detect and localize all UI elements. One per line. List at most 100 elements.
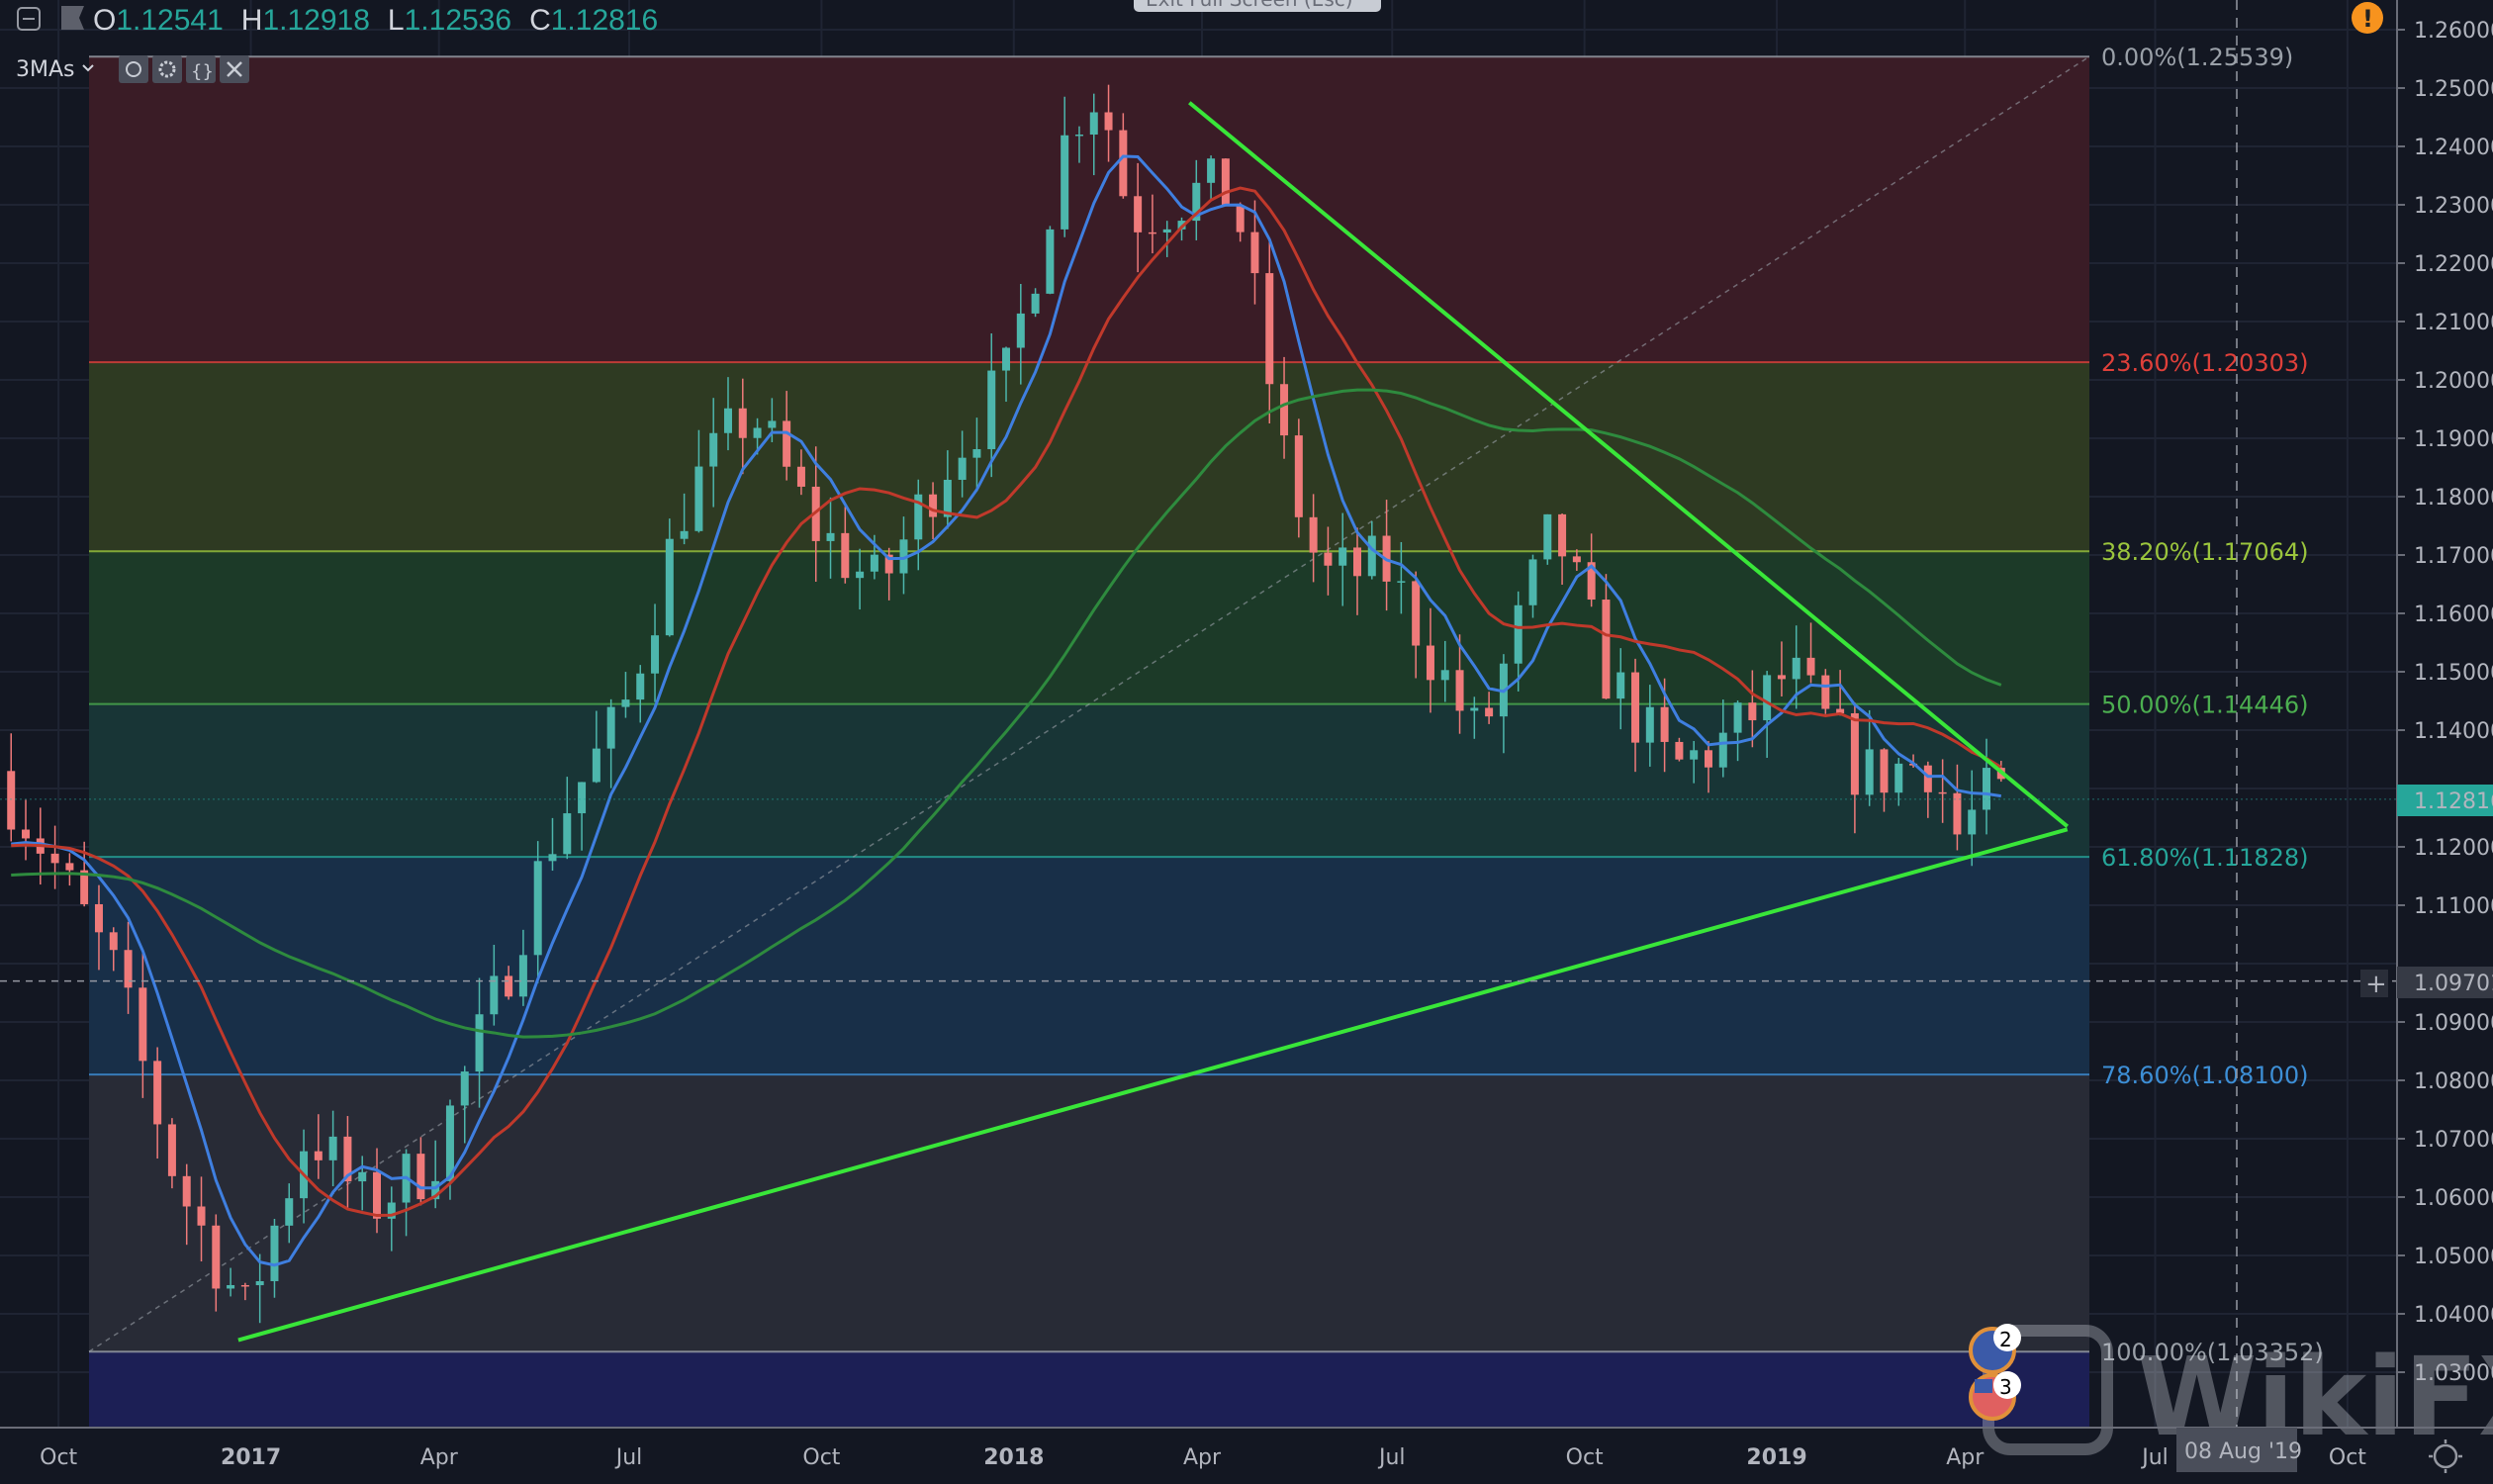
candle-body [1470,707,1479,711]
candle-body [1250,232,1259,274]
candle-body [1572,556,1581,563]
candle-body [1923,765,1932,792]
candle-body [1148,232,1156,234]
economic-event-eu[interactable]: 2 [1969,1324,2021,1374]
ohlc-value: 1.12816 [551,4,658,37]
time-tick-label: Jul [614,1445,643,1470]
ohlc-legend: O1.12541 H1.12918 L1.12536 C1.12816 [93,4,658,37]
candle-body [212,1225,221,1289]
price-axis[interactable]: 1.26000 1.25000 1.24000 1.23000 1.22000 1.210… [2397,19,2493,1386]
indicator-toolbar: {} [119,55,249,83]
candle-body [445,1105,454,1181]
crosshair-price-label: 1.09701 + [2360,967,2493,999]
ohlc-value: 1.12536 [405,4,511,37]
candle-body [1016,313,1025,348]
add-alert-button[interactable] [2360,970,2388,997]
candle-body [768,420,777,428]
economic-event-us[interactable]: 3 [1969,1371,2021,1421]
candle-body [753,427,762,438]
candle-body [680,530,689,539]
candle-body [1265,273,1274,385]
fib-zone [89,857,2089,1075]
candle-body [1412,581,1421,646]
candle-body [1192,182,1201,222]
candle-body [1968,809,1977,835]
candle-body [899,539,908,574]
candle-body [255,1280,264,1286]
price-tick-label: 1.25000 [2414,77,2493,102]
price-tick-label: 1.05000 [2414,1245,2493,1269]
exclamation-icon[interactable]: ! [2352,2,2383,34]
candle-body [651,635,660,674]
candle-body [7,771,16,830]
candle-body [856,571,865,579]
candle-body [1806,657,1815,676]
candle-body [240,1284,249,1287]
candle-body [1426,645,1434,681]
trendline[interactable] [237,827,2069,1343]
candle-body [1119,130,1128,197]
eye-icon[interactable] [119,55,148,83]
event-count: 3 [1999,1375,2012,1399]
fib-zone [89,703,2089,858]
candle-body [1104,112,1113,131]
candle-body [490,975,499,1015]
candle-body [694,466,703,531]
wikifx-watermark: WikiFX [1983,1325,2493,1460]
ma-slow-line [11,388,2002,1039]
candle-body [1718,732,1727,768]
price-tick-label: 1.24000 [2414,136,2493,160]
candle-body [929,494,938,517]
candle-body [1002,347,1011,371]
braces-icon[interactable] [186,55,216,83]
indicator-label[interactable]: 3MAs [16,57,75,82]
fib-trend-line[interactable] [88,55,2090,1352]
hide-legend-button[interactable] [17,7,41,31]
time-axis[interactable]: Oct 2017 Apr Jul Oct 2018 Apr Jul Oct 2019 Apr Jul O… [40,1445,2366,1470]
exit-fullscreen-label: Exit Full Screen (Esc) [1146,0,1353,11]
fib-zone [89,1351,2089,1428]
candle-body [182,1175,191,1207]
gear-icon[interactable] [152,55,182,83]
ohlc-key: O [93,4,116,37]
last-price-value: 1.12816 [2414,789,2493,814]
candle-body [783,420,791,467]
candle-body [606,706,615,749]
price-tick-label: 1.08000 [2414,1069,2493,1094]
time-tick-label: 2018 [983,1445,1044,1470]
price-tick-label: 1.21000 [2414,311,2493,335]
candle-body [1850,712,1859,795]
time-tick-label: Oct [1566,1445,1604,1470]
fibonacci-retracement[interactable]: 0.00%(1.25539) 23.60%(1.20303) 38.20%(1.17… [88,44,2324,1428]
trendline[interactable] [1188,101,2070,828]
last-price-label: 1.12816 [2397,785,2493,816]
price-tick-label: 1.22000 [2414,252,2493,277]
candle-body [460,1071,469,1106]
candle-body [505,975,513,997]
candle-body [1616,672,1625,699]
candle-body [1294,435,1303,517]
candle-body [1836,708,1845,713]
gear-icon[interactable] [2429,1439,2462,1473]
candle-body [1528,559,1537,605]
trendlines[interactable] [237,101,2070,1343]
candle-body [1031,293,1040,314]
candle-body [796,466,805,487]
price-tick-label: 1.26000 [2414,19,2493,44]
candle-body [1485,707,1494,717]
plus-icon[interactable]: + [2365,970,2387,999]
event-count: 2 [1999,1328,2012,1351]
price-tick-label: 1.11000 [2414,894,2493,919]
candle-body [1440,670,1449,681]
candle-body [1046,229,1055,294]
exit-fullscreen-button[interactable]: Exit Full Screen (Esc) [1134,0,1381,12]
time-tick-label: Apr [1183,1445,1222,1470]
moving-averages [11,154,2002,1267]
candle-body [1339,547,1347,566]
chevron-down-icon[interactable] [82,64,94,72]
price-tick-label: 1.17000 [2414,544,2493,569]
candle-body [1207,158,1216,183]
candle-body [227,1284,235,1289]
candle-body [1352,547,1361,577]
